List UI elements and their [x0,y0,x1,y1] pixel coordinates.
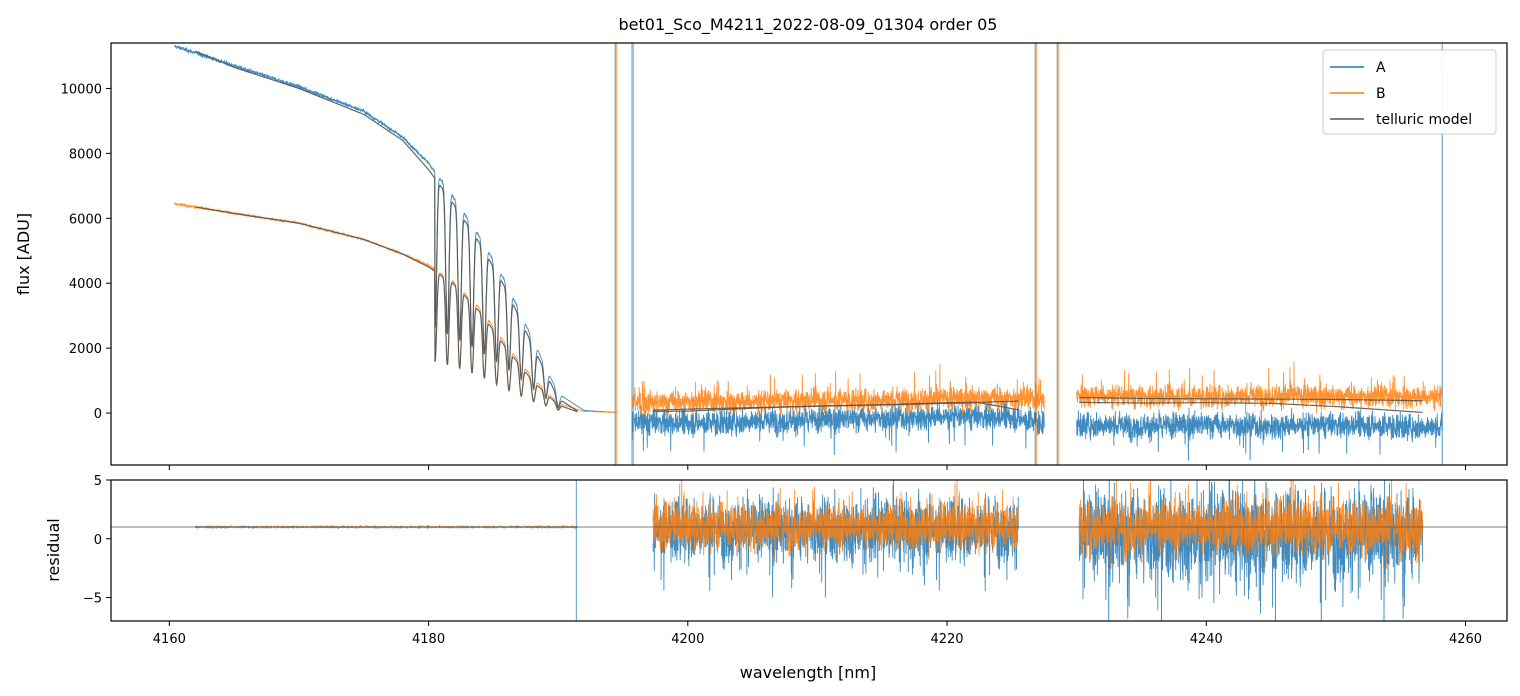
top-panel: 0 2000 4000 6000 8000 10000 flux [ADU] [14,42,1508,470]
telluric-model-segment-5 [1079,401,1423,413]
bottom-y-tick-label: −5 [83,592,102,607]
series-b-segment-2 [1076,361,1443,415]
legend-box [1322,49,1497,135]
x-tick-label: 4220 [930,632,963,647]
top-y-ticks: 0 2000 4000 6000 8000 10000 [61,82,111,422]
telluric-model-segment-1 [195,206,578,413]
x-tick-label: 4180 [412,632,445,647]
top-axes-frame [110,42,1508,466]
bottom-y-tick-label: 0 [94,533,102,548]
telluric-model-segment-0 [194,50,578,412]
telluric-model-segment-3 [652,402,1019,412]
x-tick-label: 4240 [1190,632,1223,647]
top-y-label: flux [ADU] [14,213,33,295]
series-a-segment-2 [1076,407,1443,461]
legend-label-b: B [1376,86,1386,102]
series-b-segment-1 [631,364,1045,419]
top-y-tick-label: 2000 [69,342,102,357]
legend-label-telluric: telluric model [1376,112,1472,128]
series-a-segment-0 [174,44,617,413]
x-tick-label: 4200 [671,632,704,647]
bottom-y-tick-label: 5 [94,474,102,489]
bottom-x-ticks: 4160 4180 4200 4220 4240 4260 [153,621,1482,647]
bottom-panel: −5 0 5 4160 4180 4200 4220 4240 4260 residual w… [44,474,1508,682]
bottom-axes-frame [110,479,1508,622]
bottom-plot-area [111,480,1507,621]
x-axis-label: wavelength [nm] [740,663,877,682]
top-plot-area [174,43,1443,465]
top-x-ticks [168,465,1467,470]
residual-b-segment-1 [652,480,1019,563]
residual-b-segment-2 [1078,480,1424,570]
top-y-tick-label: 8000 [69,147,102,162]
series-b-segment-0 [174,202,617,413]
telluric-model-segment-4 [1079,396,1423,402]
x-tick-label: 4160 [153,632,186,647]
legend-label-a: A [1376,60,1386,76]
bottom-y-label: residual [44,518,63,581]
legend: A B telluric model [1322,49,1497,135]
bottom-y-ticks: −5 0 5 [83,474,111,607]
top-y-tick-label: 10000 [61,82,102,97]
x-tick-label: 4260 [1449,632,1482,647]
series-a-segment-1 [631,399,1045,456]
top-y-tick-label: 6000 [69,212,102,227]
top-y-tick-label: 0 [94,407,102,422]
chart-title: bet01_Sco_M4211_2022-08-09_01304 order 0… [619,15,998,35]
top-y-tick-label: 4000 [69,277,102,292]
